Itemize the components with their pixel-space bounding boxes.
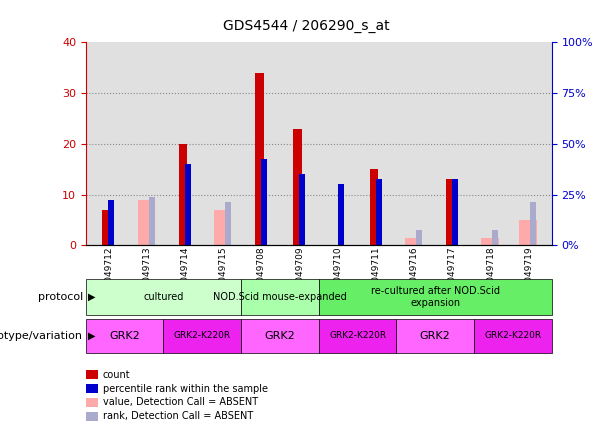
Text: percentile rank within the sample: percentile rank within the sample: [103, 384, 268, 394]
Text: rank, Detection Call = ABSENT: rank, Detection Call = ABSENT: [103, 411, 253, 421]
Text: count: count: [103, 370, 131, 380]
Bar: [530, 202, 536, 245]
Text: GRK2: GRK2: [109, 331, 140, 341]
Bar: [185, 164, 191, 245]
Text: re-cultured after NOD.Scid
expansion: re-cultured after NOD.Scid expansion: [371, 286, 500, 308]
Bar: [137, 200, 155, 245]
Text: GRK2: GRK2: [420, 331, 451, 341]
Bar: [86, 384, 98, 393]
Bar: [319, 279, 552, 315]
Bar: [148, 197, 154, 245]
Text: ▶: ▶: [88, 292, 95, 302]
Bar: [86, 319, 164, 353]
Bar: [164, 319, 241, 353]
Bar: [397, 319, 474, 353]
Text: GRK2-K220R: GRK2-K220R: [484, 331, 541, 341]
Bar: [474, 319, 552, 353]
Text: GRK2-K220R: GRK2-K220R: [173, 331, 231, 341]
Bar: [370, 169, 378, 245]
Bar: [241, 319, 319, 353]
Text: NOD.Scid mouse-expanded: NOD.Scid mouse-expanded: [213, 292, 347, 302]
Bar: [86, 412, 98, 420]
Bar: [416, 230, 422, 245]
Text: ▶: ▶: [88, 331, 95, 341]
Bar: [376, 179, 382, 245]
Bar: [214, 210, 231, 245]
Bar: [179, 144, 188, 245]
Bar: [102, 210, 111, 245]
Bar: [519, 220, 537, 245]
Text: GRK2-K220R: GRK2-K220R: [329, 331, 386, 341]
Text: genotype/variation: genotype/variation: [0, 331, 83, 341]
Bar: [446, 179, 455, 245]
Bar: [299, 174, 305, 245]
Text: protocol: protocol: [37, 292, 83, 302]
Bar: [86, 279, 241, 315]
Bar: [452, 179, 458, 245]
Bar: [225, 202, 231, 245]
Bar: [319, 319, 397, 353]
Text: cultured: cultured: [143, 292, 184, 302]
Bar: [261, 159, 267, 245]
Text: GDS4544 / 206290_s_at: GDS4544 / 206290_s_at: [223, 19, 390, 33]
Bar: [86, 398, 98, 407]
Bar: [481, 238, 498, 245]
Bar: [241, 279, 319, 315]
Text: GRK2: GRK2: [265, 331, 295, 341]
Bar: [86, 371, 98, 379]
Bar: [255, 73, 264, 245]
Bar: [109, 200, 115, 245]
Bar: [492, 230, 498, 245]
Bar: [338, 184, 343, 245]
Text: value, Detection Call = ABSENT: value, Detection Call = ABSENT: [103, 397, 258, 407]
Bar: [293, 129, 302, 245]
Bar: [405, 238, 422, 245]
